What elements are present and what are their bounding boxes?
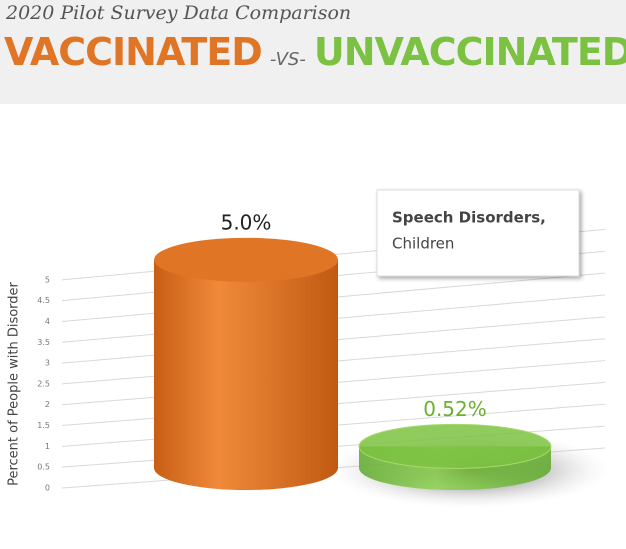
annotation-box [376,189,580,277]
y-tick-label: 2 [45,400,50,409]
annotation: Children [392,235,454,253]
y-tick-label: 1.5 [37,421,50,430]
chart: Speech Disorders, Children Percent of Pe… [7,189,610,508]
annotation: Speech Disorders, [392,209,546,227]
title-left: VACCINATED [4,30,263,74]
value-label: 0.52% [423,397,487,421]
y-tick-label: 3.5 [37,338,50,347]
y-axis-label: Percent of People with Disorder [7,281,22,485]
y-tick-label: 3 [45,359,50,368]
y-tick-label: 0 [45,484,50,493]
title: VACCINATED -VS- UNVACCINATED [4,30,626,74]
title-vs: -VS- [269,49,306,70]
bar [154,259,338,490]
bar-top [358,423,552,469]
y-tick-label: 0.5 [37,463,50,472]
y-tick-label: 4.5 [37,296,50,305]
title-right: UNVACCINATED [313,30,626,74]
y-tick-label: 1 [45,442,50,451]
value-label: 5.0% [221,210,272,234]
y-tick-label: 4 [45,317,50,326]
subtitle: 2020 Pilot Survey Data Comparison [6,2,352,24]
y-tick-label: 2.5 [37,379,50,388]
header: 2020 Pilot Survey Data Comparison VACCIN… [0,0,626,104]
y-tick-label: 5 [45,275,50,284]
bar-top [154,237,338,282]
